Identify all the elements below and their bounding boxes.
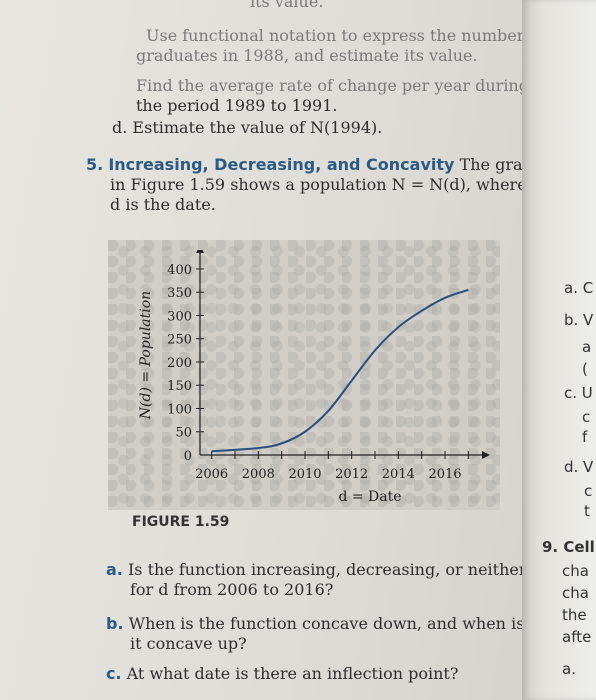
strip-label-13: the — [562, 606, 587, 624]
figure-label: FIGURE 1.59 — [132, 514, 230, 530]
y-axis-arrow — [196, 250, 204, 253]
x-tick-label: 2016 — [428, 467, 461, 482]
problem5-line2: in Figure 1.59 shows a population N = N(… — [110, 175, 527, 194]
strip-label-3: ( — [582, 360, 588, 378]
figure-1-59-chart: 0 50 100 150 200 250 300 350 400 2006 2008 2010 201… — [138, 250, 490, 505]
strip-label-4: c. U — [564, 384, 593, 402]
y-tick-label: 150 — [167, 379, 192, 394]
strip-label-5: c — [582, 408, 591, 426]
question-b-line2: it concave up? — [130, 634, 247, 653]
strip-label-7: d. V — [564, 458, 594, 476]
problem5-line3: d is the date. — [110, 195, 216, 214]
strip-label-6: f — [582, 428, 588, 446]
x-axis-label: d = Date — [338, 489, 401, 505]
strip-label-14: afte — [562, 628, 592, 646]
question-a-text: Is the function increasing, decreasing, … — [127, 560, 527, 579]
x-tick-label: 2008 — [242, 467, 275, 482]
x-tick-label: 2006 — [195, 467, 228, 482]
y-tick-label: 300 — [167, 309, 192, 324]
adjacent-page-strip: a. C b. V a ( c. U c f d. V c t 9. Cell … — [522, 0, 596, 700]
question-c-line1: c. At what date is there an inflection p… — [106, 664, 458, 683]
strip-label-12: cha — [562, 584, 589, 602]
question-b-line1: b. When is the function concave down, an… — [106, 614, 524, 633]
question-b-label: b. — [106, 614, 124, 633]
x-tick-label: 2010 — [288, 467, 321, 482]
problem5-number: 5. — [86, 155, 104, 174]
question-c-text: At what date is there an inflection poin… — [126, 664, 459, 683]
problem5-line1: 5. Increasing, Decreasing, and Concavity… — [86, 155, 543, 174]
population-curve — [211, 288, 469, 453]
problem5-heading: Increasing, Decreasing, and Concavity — [108, 155, 455, 174]
question-a-label: a. — [106, 560, 123, 579]
item-d-text: Estimate the value of N(1994). — [132, 118, 383, 137]
item-b-line2: graduates in 1988, and estimate its valu… — [136, 46, 478, 65]
strip-label-0: a. C — [564, 279, 594, 297]
item-d-label: d. — [112, 118, 128, 137]
item-d: d. Estimate the value of N(1994). — [112, 118, 382, 137]
question-a-line2: for d from 2006 to 2016? — [130, 580, 334, 599]
question-a-line1: a. Is the function increasing, decreasin… — [106, 560, 527, 579]
y-tick-label: 250 — [167, 333, 192, 348]
item-c-line2: the period 1989 to 1991. — [136, 96, 338, 115]
y-tick-label: 200 — [167, 356, 192, 371]
y-tick-label: 50 — [175, 426, 192, 441]
strip-label-10: 9. Cell — [542, 538, 595, 556]
x-tick-label: 2014 — [382, 467, 415, 482]
item-b-line1: Use functional notation to express the n… — [146, 26, 546, 45]
question-c-label: c. — [106, 664, 122, 683]
y-tick-label: 0 — [184, 449, 192, 464]
y-tick-label: 400 — [167, 263, 192, 278]
y-tick-label: 350 — [167, 286, 192, 301]
figure-background — [108, 240, 500, 510]
strip-label-2: a — [582, 338, 592, 356]
y-tick-label: 100 — [167, 402, 192, 417]
strip-label-11: cha — [562, 562, 589, 580]
item-c-line1: Find the average rate of change per year… — [136, 76, 529, 95]
top-fragment: its value. — [250, 0, 324, 11]
strip-label-8: c — [584, 482, 593, 500]
question-b-text: When is the function concave down, and w… — [128, 614, 525, 633]
strip-label-1: b. V — [564, 311, 594, 329]
strip-label-9: t — [584, 502, 590, 520]
strip-label-15: a. — [562, 660, 576, 678]
y-axis-label: N(d) = Population — [138, 291, 154, 420]
x-tick-label: 2012 — [335, 467, 368, 482]
x-axis-arrow — [482, 451, 490, 459]
